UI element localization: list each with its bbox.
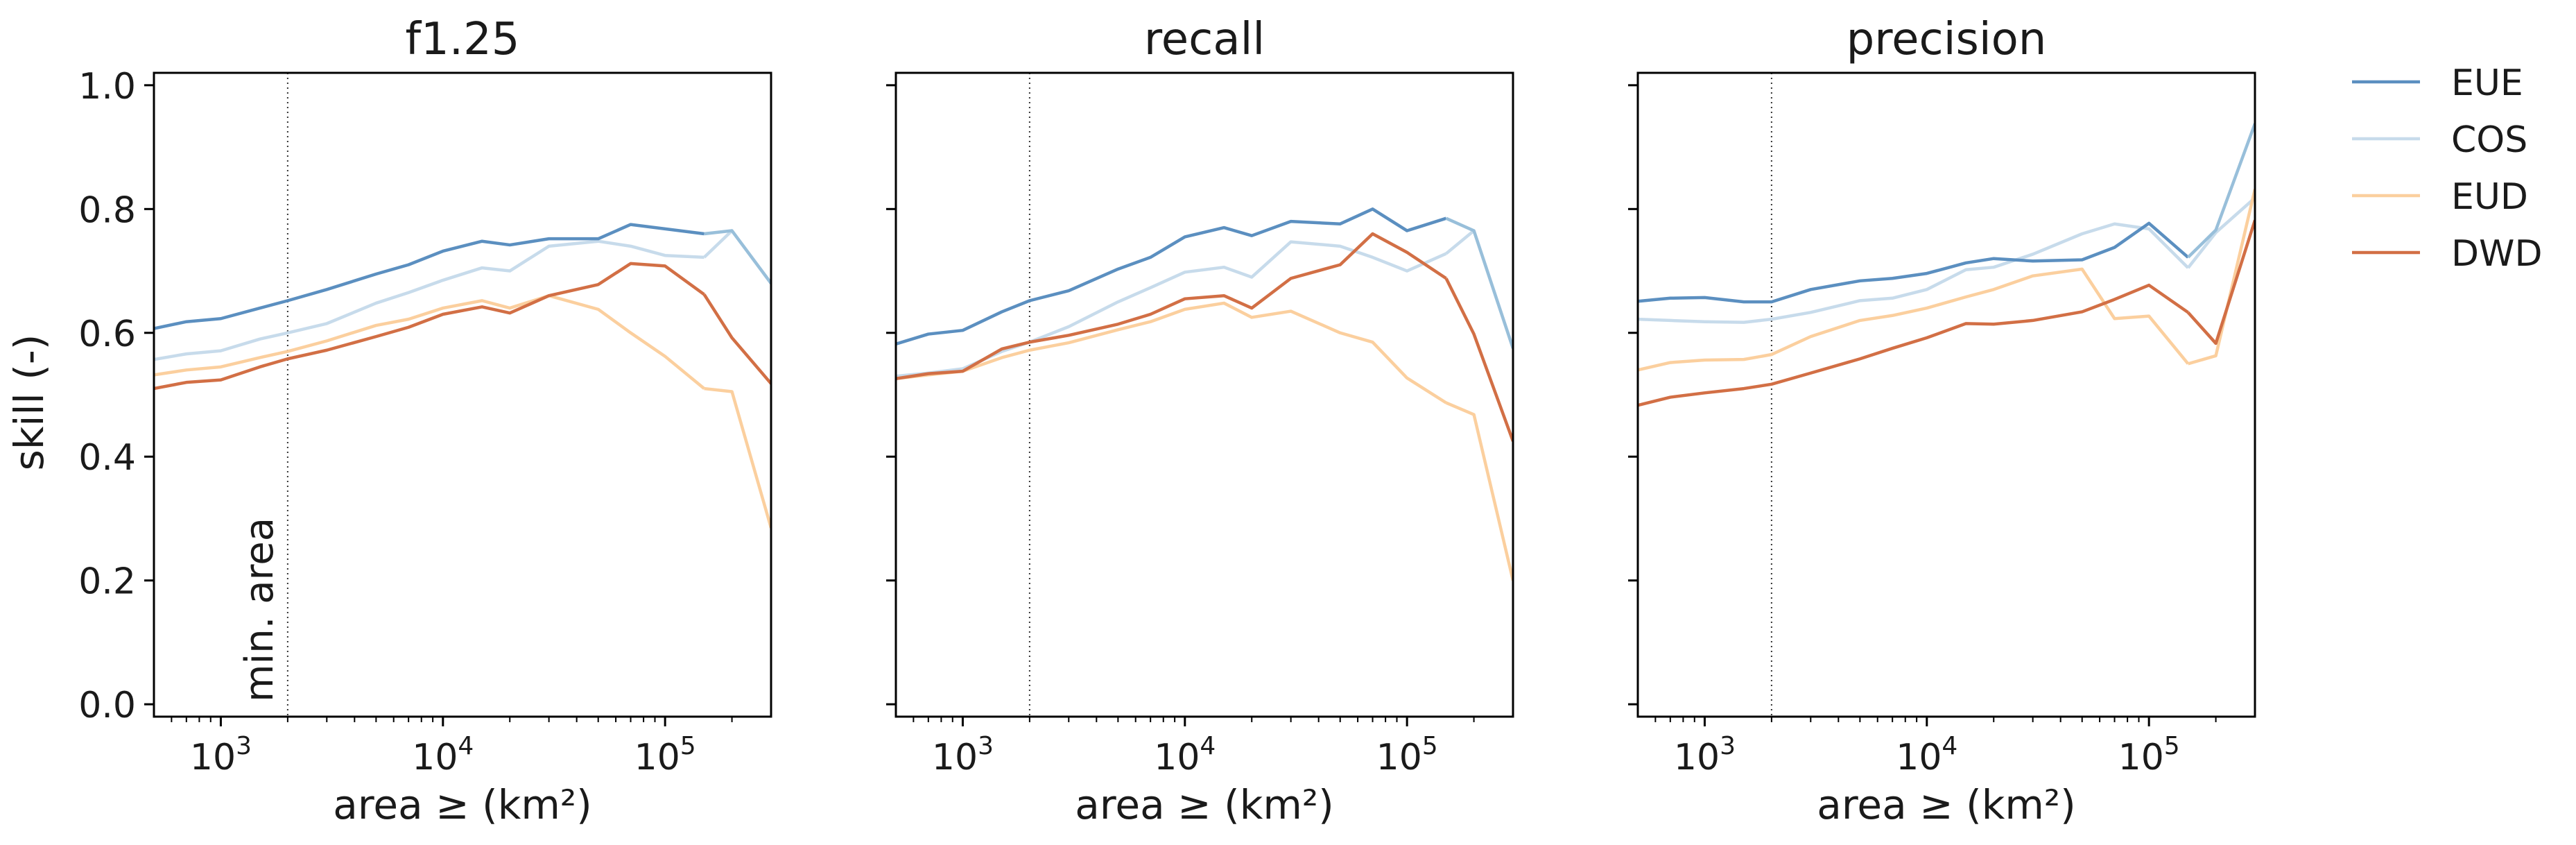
legend-item-dwd: DWD — [2352, 233, 2543, 275]
x-tick-label: 104 — [1896, 732, 1957, 778]
x-axis-label: area ≥ (km²) — [1075, 781, 1333, 828]
series-line-cos — [1638, 222, 2190, 324]
series-line-tail-eud — [704, 386, 771, 529]
series-line-dwd — [896, 232, 1447, 381]
series-line-eue — [154, 223, 704, 330]
x-tick-label: 105 — [1376, 732, 1438, 778]
series-line-cos — [154, 239, 704, 361]
plot-frame — [153, 71, 772, 718]
series-line-eud — [154, 293, 705, 390]
series-line-eue — [896, 207, 1447, 345]
series-line-eud — [896, 301, 1447, 404]
series-line-tail-eue — [1445, 216, 1513, 349]
series-line-cos — [896, 240, 1447, 378]
x-axis-label: area ≥ (km²) — [333, 781, 591, 828]
series-line-tail-dwd — [702, 293, 771, 385]
legend-item-cos: COS — [2352, 119, 2527, 161]
legend-item-eue: EUE — [2352, 62, 2523, 104]
plot-frame — [894, 71, 1514, 718]
panel-precision: precision 103 104 105 area ≥ (km²) — [1628, 14, 2256, 828]
panel-recall: recall 103 104 105 area ≥ (km²) — [886, 14, 1514, 828]
y-tick-label: 0.0 — [78, 685, 136, 726]
plot-frame — [1636, 71, 2256, 718]
y-axis-label: skill (-) — [6, 334, 53, 471]
y-tick-label: 0.8 — [78, 189, 136, 231]
series-line-tail-dwd — [2186, 219, 2255, 345]
x-tick-label: 103 — [190, 732, 252, 778]
min-area-annotation: min. area — [237, 518, 282, 702]
panel-title: f1.25 — [405, 14, 519, 65]
y-tick-label: 1.0 — [78, 66, 136, 108]
series-line-dwd — [1638, 283, 2189, 407]
y-tick-label: 0.4 — [78, 437, 136, 479]
x-tick-label: 104 — [1154, 732, 1216, 778]
panel-title: precision — [1847, 14, 2047, 65]
legend-label: DWD — [2451, 233, 2543, 275]
x-tick-label: 105 — [2118, 732, 2180, 778]
series-line-tail-dwd — [1444, 278, 1513, 442]
series-line-eue — [1638, 221, 2190, 304]
x-tick-label: 103 — [932, 732, 994, 778]
legend-label: EUE — [2451, 62, 2523, 104]
legend: EUE COS EUD DWD — [2352, 62, 2543, 275]
series-line-tail-eue — [704, 229, 771, 284]
x-tick-label: 104 — [412, 732, 474, 778]
series-line-tail-eud — [2187, 189, 2255, 366]
x-tick-label: 105 — [634, 732, 696, 778]
panel-title: recall — [1144, 14, 1265, 65]
series-line-eud — [1638, 267, 2190, 372]
legend-label: EUD — [2451, 176, 2528, 218]
legend-label: COS — [2451, 119, 2527, 161]
panel-f1-25: f1.25 min. area 0.0 0.2 0.4 0.6 0.8 1.0 103 104 10… — [78, 14, 772, 828]
series-line-tail-eue — [2186, 123, 2255, 259]
series-line-dwd — [154, 262, 705, 391]
x-axis-label: area ≥ (km²) — [1817, 781, 2075, 828]
x-tick-label: 103 — [1674, 732, 1736, 778]
y-tick-label: 0.2 — [78, 561, 136, 603]
series-line-tail-cos — [2186, 196, 2255, 269]
series-line-tail-eud — [1445, 401, 1513, 581]
legend-item-eud: EUD — [2352, 176, 2528, 218]
y-tick-label: 0.6 — [78, 314, 136, 355]
